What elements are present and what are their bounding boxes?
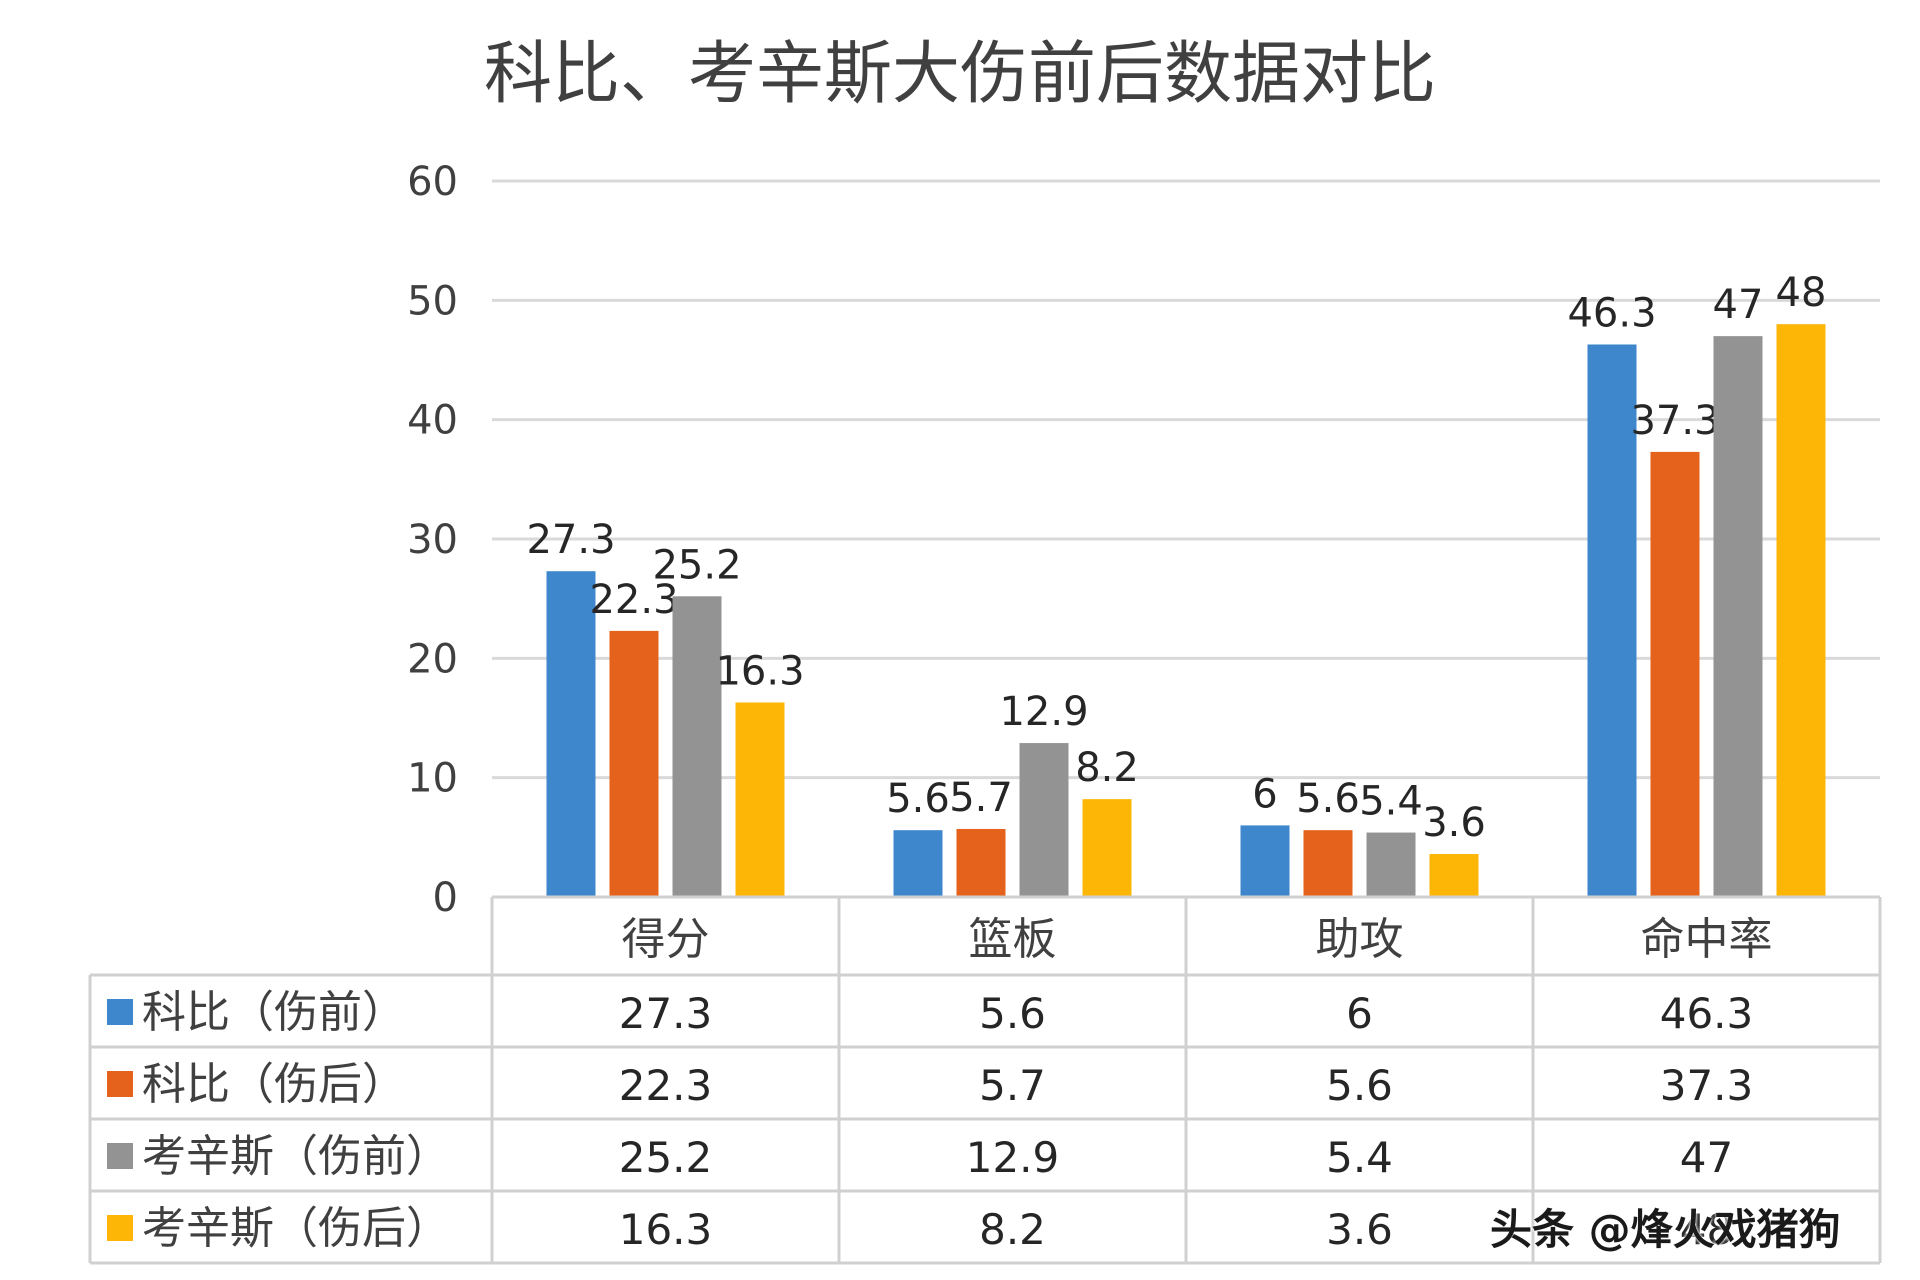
y-tick-label: 40: [407, 398, 458, 444]
bar: [956, 828, 1006, 897]
data-label: 5.4: [1359, 779, 1423, 825]
data-label: 48: [1776, 270, 1827, 316]
table-cell: 16.3: [619, 1205, 713, 1254]
data-label: 3.6: [1422, 800, 1486, 846]
bar: [1587, 344, 1637, 897]
bar: [609, 630, 659, 897]
data-label: 5.6: [1296, 776, 1360, 822]
bar: [1019, 743, 1069, 897]
table-cell: 25.2: [619, 1133, 713, 1182]
data-label: 22.3: [589, 577, 678, 623]
data-label: 6: [1252, 771, 1277, 817]
table-cell: 6: [1346, 989, 1373, 1038]
bar: [546, 571, 596, 897]
table-cell: 8.2: [979, 1205, 1046, 1254]
table-cell: 5.6: [979, 989, 1046, 1038]
y-tick-label: 30: [407, 517, 458, 563]
y-tick-label: 60: [407, 159, 458, 205]
bar: [1776, 324, 1826, 897]
legend-swatch: [107, 1143, 133, 1169]
legend-swatch: [107, 999, 133, 1025]
table-cell: 3.6: [1326, 1205, 1393, 1254]
table-cell: 5.4: [1326, 1133, 1393, 1182]
series-name: 科比（伤前）: [142, 987, 406, 1038]
data-label: 12.9: [999, 689, 1088, 735]
series-name: 考辛斯（伤前）: [142, 1131, 450, 1182]
table-cell: 5.6: [1326, 1061, 1393, 1110]
series-name: 考辛斯（伤后）: [142, 1203, 450, 1254]
category-label: 助攻: [1316, 914, 1404, 965]
category-label: 得分: [622, 914, 710, 965]
bar: [1650, 451, 1700, 897]
series-name: 科比（伤后）: [142, 1059, 406, 1110]
table-cell: 48: [1680, 1205, 1733, 1254]
watermark: 头条 @烽火戏猪狗: [1490, 1205, 1841, 1254]
y-tick-label: 50: [407, 278, 458, 324]
table-cell: 46.3: [1660, 989, 1754, 1038]
table-cell: 22.3: [619, 1061, 713, 1110]
y-tick-label: 0: [433, 875, 458, 921]
bar: [1429, 854, 1479, 897]
data-label: 47: [1713, 282, 1764, 328]
bar: [735, 702, 785, 897]
data-label: 37.3: [1630, 398, 1719, 444]
table-cell: 37.3: [1660, 1061, 1754, 1110]
category-label: 命中率: [1641, 914, 1773, 965]
table-cell: 12.9: [966, 1133, 1060, 1182]
legend-swatch: [107, 1215, 133, 1241]
y-tick-label: 20: [407, 636, 458, 682]
bar: [672, 596, 722, 897]
chart-title: 科比、考辛斯大伤前后数据对比: [483, 35, 1436, 114]
table-cell: 47: [1680, 1133, 1733, 1182]
data-label: 25.2: [652, 542, 741, 588]
bar: [1240, 825, 1290, 897]
category-label: 篮板: [969, 914, 1057, 965]
data-label: 5.6: [886, 776, 950, 822]
data-label: 16.3: [715, 648, 804, 694]
bar: [1366, 832, 1416, 897]
y-tick-label: 10: [407, 756, 458, 802]
data-label: 5.7: [949, 775, 1013, 821]
data-label: 46.3: [1567, 290, 1656, 336]
table-cell: 27.3: [619, 989, 713, 1038]
legend-swatch: [107, 1071, 133, 1097]
bar: [893, 830, 943, 897]
data-label: 8.2: [1075, 745, 1139, 791]
table-cell: 5.7: [979, 1061, 1046, 1110]
bar: [1713, 336, 1763, 898]
data-label: 27.3: [526, 517, 615, 563]
bar: [1082, 799, 1132, 897]
bar: [1303, 830, 1353, 897]
